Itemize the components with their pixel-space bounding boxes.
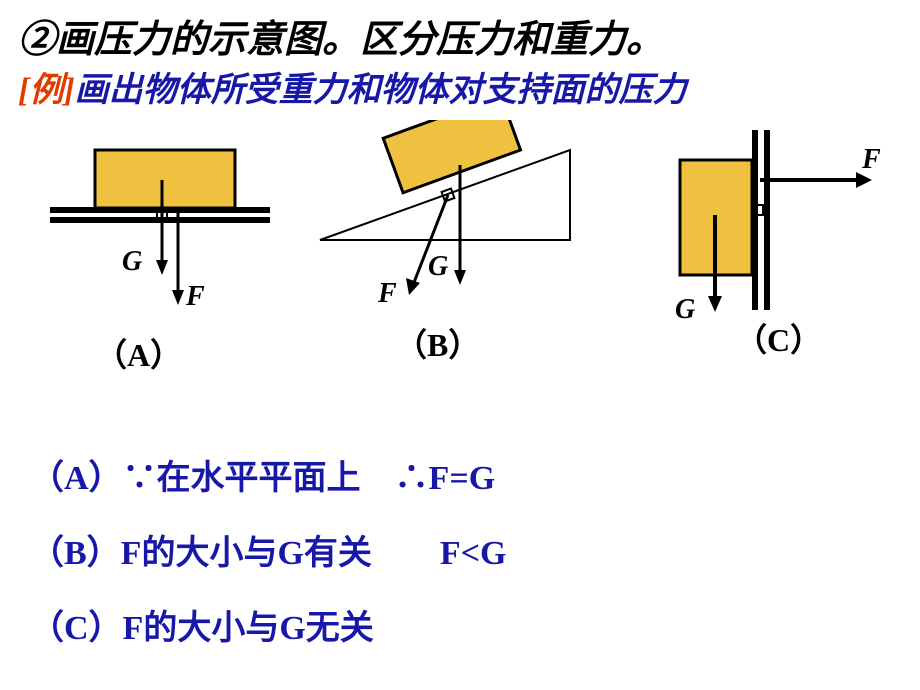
diagram-C-label: （C） [735, 315, 822, 361]
example-line: [例]画出物体所受重力和物体对支持面的压力 [18, 62, 687, 111]
svg-text:F: F [185, 281, 205, 312]
diagram-A: G F （A） [40, 130, 300, 370]
explanation-C: （C）F的大小与G无关 [30, 600, 374, 649]
explanation-A: （A）∵在水平平面上 ∴F=G [30, 450, 495, 499]
svg-text:G: G [122, 246, 142, 277]
svg-text:G: G [428, 251, 448, 282]
example-text: 画出物体所受重力和物体对支持面的压力 [75, 72, 687, 109]
svg-text:F: F [861, 144, 881, 175]
diagram-B: G F （B） [300, 120, 600, 370]
diagrams-row: G F （A） G F （B） [0, 120, 920, 380]
svg-text:F: F [377, 278, 397, 309]
diagram-A-label: （A） [95, 330, 182, 376]
diagram-C: F G （C） [620, 120, 900, 370]
page-title: ②画压力的示意图。区分压力和重力。 [18, 8, 664, 63]
explanation-B: （B）F的大小与G有关 F<G [30, 525, 506, 574]
svg-text:G: G [675, 294, 695, 325]
diagram-B-label: （B） [395, 320, 480, 366]
example-prefix: [例] [18, 72, 75, 109]
